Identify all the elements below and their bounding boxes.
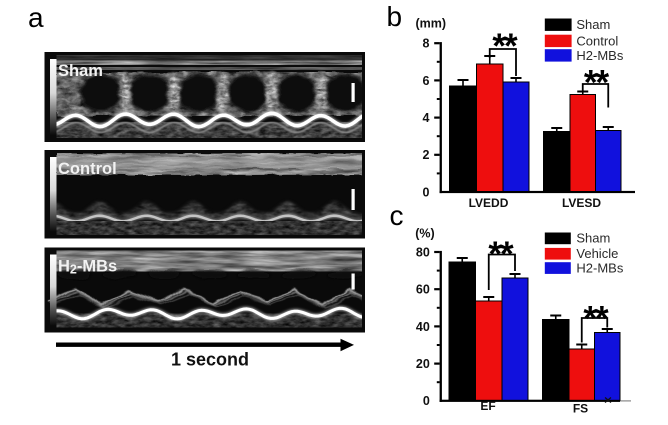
svg-text:(%): (%)	[415, 227, 434, 241]
svg-text:0: 0	[423, 185, 430, 199]
svg-text:2: 2	[423, 148, 430, 162]
svg-text:H2-MBs: H2-MBs	[576, 260, 623, 275]
svg-text:Sham: Sham	[576, 17, 610, 32]
svg-text:b: b	[387, 1, 403, 32]
svg-text:80: 80	[416, 245, 430, 259]
svg-text:**: **	[584, 64, 610, 103]
svg-text:LVEDD: LVEDD	[469, 196, 509, 210]
svg-text:FS: FS	[573, 402, 588, 416]
svg-text:4: 4	[423, 111, 430, 125]
svg-text:(mm): (mm)	[416, 17, 447, 31]
svg-text:Control: Control	[58, 160, 117, 178]
svg-text:a: a	[28, 2, 44, 33]
svg-text:Sham: Sham	[58, 62, 103, 80]
svg-text:H2-MBs: H2-MBs	[576, 48, 623, 63]
svg-text:**: **	[488, 235, 514, 274]
svg-text:Control: Control	[576, 33, 618, 48]
svg-text:20: 20	[416, 357, 430, 371]
svg-text:**: **	[492, 27, 518, 66]
svg-text:60: 60	[416, 283, 430, 297]
svg-text:8: 8	[423, 37, 430, 51]
svg-text:H2-MBs: H2-MBs	[58, 258, 117, 277]
svg-text:c: c	[390, 200, 404, 231]
svg-text:Vehicle: Vehicle	[576, 246, 618, 261]
svg-text:**: **	[583, 300, 609, 339]
svg-text:EF: EF	[480, 399, 495, 413]
svg-text:6: 6	[423, 74, 430, 88]
svg-text:1 second: 1 second	[171, 350, 249, 370]
svg-text:LVESD: LVESD	[562, 196, 601, 210]
svg-text:0: 0	[423, 394, 430, 408]
svg-text:Sham: Sham	[576, 231, 610, 246]
svg-text:40: 40	[416, 320, 430, 334]
